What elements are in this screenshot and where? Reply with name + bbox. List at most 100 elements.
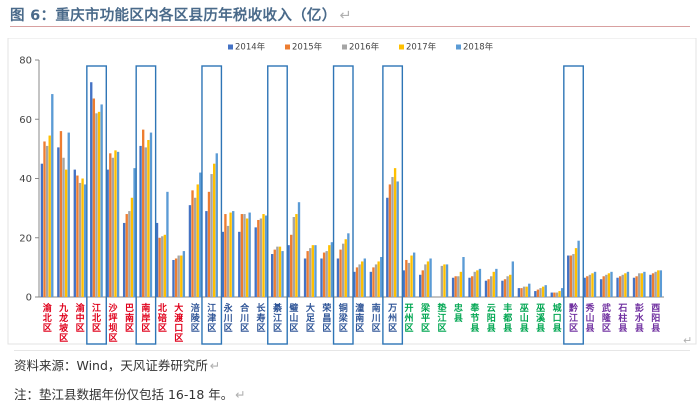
- x-tick-label: 渝中区: [76, 302, 86, 334]
- legend-label: 2016年: [349, 42, 380, 53]
- bar: [339, 249, 342, 297]
- legend-item: 2014年: [228, 42, 266, 53]
- bar: [226, 225, 230, 297]
- bar: [654, 271, 657, 297]
- bar: [297, 202, 301, 297]
- bar: [122, 222, 126, 297]
- bar: [125, 214, 128, 297]
- bar: [62, 157, 65, 297]
- bar: [180, 255, 183, 297]
- y-tick-label: 80: [19, 56, 32, 67]
- x-tick-label: 酉阳县: [651, 303, 660, 334]
- bar: [657, 270, 660, 297]
- bar: [558, 291, 561, 297]
- bar: [139, 145, 142, 297]
- bar: [325, 251, 328, 297]
- bar: [196, 184, 199, 297]
- bar: [76, 175, 79, 297]
- bar: [290, 234, 293, 297]
- x-tick-label: 石柱县: [617, 303, 627, 334]
- bar: [534, 291, 537, 297]
- bar: [114, 150, 117, 297]
- x-tick-label: 江北区: [92, 302, 101, 334]
- bar: [457, 276, 460, 297]
- x-tick-label: 九龙坡区: [58, 302, 69, 344]
- legend-item: 2017年: [399, 42, 437, 53]
- x-tick-label: 南川区: [371, 302, 381, 334]
- bar: [78, 182, 82, 297]
- highlight-box: [135, 65, 157, 345]
- legend-swatch: [228, 44, 233, 50]
- bar: [443, 264, 446, 297]
- bar: [273, 249, 276, 297]
- bar: [473, 271, 476, 297]
- bar: [116, 151, 120, 297]
- bar: [215, 153, 218, 297]
- bar: [377, 261, 380, 297]
- source-caption: 资料来源：Wind，天风证券研究所 ↵: [14, 355, 220, 374]
- bar: [166, 191, 169, 297]
- bar: [567, 255, 570, 297]
- bar: [509, 274, 512, 297]
- x-tick-label: 铜梁区: [338, 302, 349, 334]
- bar: [572, 254, 575, 297]
- legend-label: 2017年: [406, 42, 437, 53]
- bar: [240, 214, 244, 297]
- bar: [536, 289, 540, 297]
- x-tick-label: 北碚区: [158, 302, 167, 334]
- highlight-box: [86, 65, 107, 345]
- bar: [328, 245, 331, 297]
- x-tick-label: 奉节县: [469, 302, 480, 334]
- bar: [487, 279, 490, 297]
- bar: [259, 218, 263, 297]
- bar: [158, 237, 161, 297]
- bar: [495, 268, 498, 297]
- bar: [410, 255, 413, 297]
- bar: [347, 233, 350, 297]
- bar: [626, 271, 630, 297]
- bar: [161, 236, 164, 297]
- x-tick-label: 涪陵区: [191, 302, 201, 334]
- bar: [130, 197, 134, 297]
- paragraph-mark-icon: ↵: [339, 8, 352, 24]
- bar: [511, 261, 514, 297]
- bar: [330, 242, 334, 297]
- bar: [344, 239, 347, 297]
- bar: [616, 277, 619, 297]
- x-tick-label: 荣昌区: [321, 302, 332, 334]
- bar: [48, 135, 51, 297]
- bar: [393, 168, 397, 297]
- x-tick-label: 秀山县: [584, 302, 594, 334]
- bar: [577, 240, 580, 297]
- bar: [386, 197, 389, 297]
- highlight-box: [267, 65, 288, 345]
- bar: [287, 245, 290, 297]
- bar: [470, 276, 474, 297]
- bar: [632, 277, 636, 297]
- bar: [306, 251, 309, 297]
- x-tick-label: 长寿区: [257, 302, 267, 334]
- highlight-box: [201, 65, 223, 345]
- legend-item: 2016年: [342, 42, 380, 53]
- bar: [353, 271, 356, 297]
- bar: [484, 280, 488, 297]
- bar: [553, 292, 556, 297]
- x-tick-label: 沙坪坝区: [109, 303, 118, 344]
- bar: [454, 276, 457, 297]
- bar: [426, 261, 430, 297]
- bar: [262, 214, 265, 297]
- bar: [506, 276, 509, 297]
- bar: [174, 258, 178, 297]
- bar: [43, 141, 46, 297]
- bar: [257, 219, 260, 297]
- bar: [67, 132, 70, 297]
- bar: [421, 270, 424, 297]
- bar: [607, 273, 611, 297]
- bar: [193, 197, 197, 297]
- bar: [555, 292, 559, 297]
- bar: [322, 252, 326, 297]
- highlight-box: [382, 65, 404, 345]
- x-tick-label: 垫江区: [437, 302, 446, 334]
- legend-swatch: [285, 44, 290, 50]
- bar: [405, 259, 408, 297]
